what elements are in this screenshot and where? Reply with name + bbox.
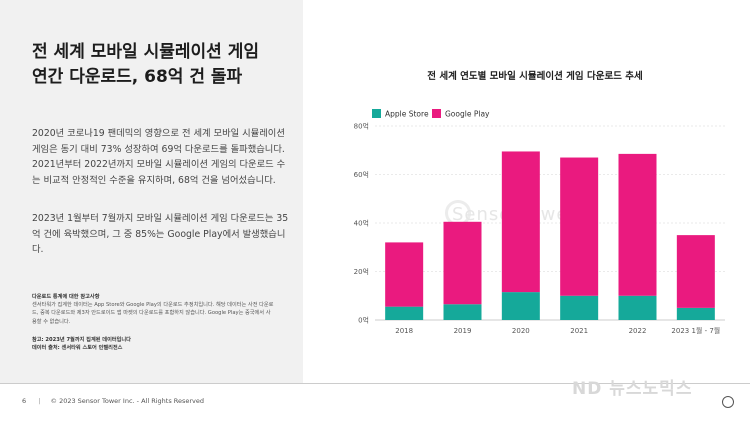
copyright: © 2023 Sensor Tower Inc. - All Rights Re…: [50, 397, 205, 405]
legend-swatch-apple: [372, 109, 381, 118]
summary-paragraph-2: 2023년 1월부터 7월까지 모바일 시뮬레이션 게임 다운로드는 35억 건…: [32, 213, 289, 255]
y-tick-label: 20억: [354, 268, 369, 276]
headline-line1: 전 세계 모바일 시뮬레이션 게임: [32, 42, 259, 62]
headline: 전 세계 모바일 시뮬레이션 게임 연간 다운로드, 68억 건 돌파: [32, 40, 292, 90]
y-tick-label: 0억: [358, 317, 369, 325]
data-source: 데이터 출처: 센서타워 스토어 인텔리전스: [32, 345, 123, 352]
data-period: 참고: 2023년 7월까지 집계된 데이터입니다: [32, 337, 131, 343]
bar-segment-google: [443, 221, 482, 305]
x-tick-label: 2023 1월 - 7월: [671, 326, 720, 335]
y-tick-label: 60억: [354, 171, 369, 179]
page-number: 6: [22, 397, 27, 405]
x-tick-label: 2022: [629, 327, 647, 335]
left-panel: [0, 0, 303, 383]
y-tick-label: 40억: [354, 220, 369, 228]
footer-separator: |: [38, 397, 41, 405]
x-tick-label: 2019: [454, 327, 472, 335]
note-title: 다운로드 통계에 대한 참고사항: [32, 294, 100, 300]
bar-segment-google: [385, 242, 424, 307]
x-tick-label: 2020: [512, 327, 530, 335]
x-tick-label: 2021: [570, 327, 588, 335]
legend-label-apple: Apple Store: [385, 110, 429, 119]
footer-divider: [0, 383, 750, 384]
summary-paragraph-1: 2020년 코로나19 팬데믹의 영향으로 전 세계 모바일 시뮬레이션 게임은…: [32, 128, 286, 186]
stacked-bar-chart: 0억 20억 40억 60억 80억 2018 2019 2020 2021 2022 2023 1…: [354, 109, 725, 335]
download-note: 다운로드 통계에 대한 참고사항 센서타워가 집계한 데이터는 App Stor…: [32, 293, 274, 326]
brand-circle-icon: [722, 396, 734, 408]
legend-label-google: Google Play: [445, 110, 490, 119]
bar-segment-google: [560, 157, 599, 296]
chart-title: 전 세계 연도별 모바일 시뮬레이션 게임 다운로드 추세: [427, 71, 643, 82]
bar-segment-google: [501, 151, 540, 293]
bar-segment-google: [676, 235, 715, 308]
bar-segment-apple: [385, 306, 424, 320]
y-tick-label: 80억: [354, 123, 369, 131]
headline-line2: 연간 다운로드, 68억 건 돌파: [32, 67, 243, 87]
bar-segment-apple: [443, 304, 482, 320]
footer: 6 | © 2023 Sensor Tower Inc. - All Right…: [22, 397, 204, 405]
bar-segment-apple: [618, 295, 657, 320]
source-block: 참고: 2023년 7월까지 집계된 데이터입니다 데이터 출처: 센서타워 스…: [32, 336, 274, 352]
note-body: 센서타워가 집계한 데이터는 App Store와 Google Play의 다…: [32, 302, 274, 325]
bar-segment-google: [618, 153, 657, 296]
bar-segment-apple: [501, 292, 540, 320]
x-tick-label: 2018: [395, 327, 413, 335]
legend-swatch-google: [432, 109, 441, 118]
news-logo: ND 뉴스노믹스: [572, 379, 693, 399]
bar-segment-apple: [676, 307, 715, 320]
bar-segment-apple: [560, 295, 599, 320]
